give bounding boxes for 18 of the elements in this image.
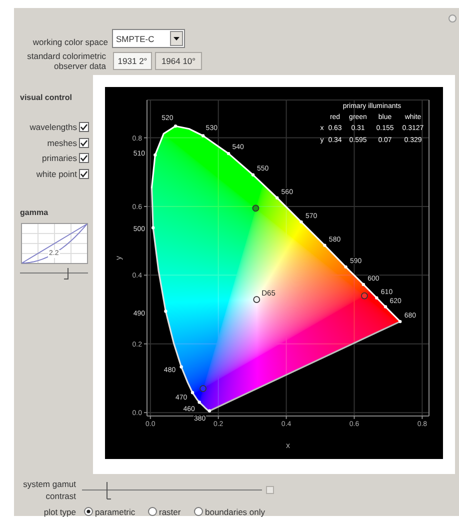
text: 1931 2° — [116, 56, 148, 66]
text: meshes — [47, 138, 77, 148]
x-axis-title: x — [286, 441, 290, 450]
text: working color space — [32, 37, 108, 47]
text: raster — [159, 507, 181, 517]
text: SMPTE-C — [116, 34, 154, 44]
text: gamma — [20, 208, 48, 218]
text: primaries — [42, 153, 77, 163]
text: wavelengths — [30, 122, 77, 132]
text: plot type — [44, 507, 76, 517]
text: parametric — [95, 507, 136, 517]
text: system gamut contrast — [22, 478, 76, 502]
text: white point — [36, 169, 77, 179]
text: standard colorimetric observer data — [26, 51, 106, 71]
text: visual control — [20, 93, 72, 103]
y-axis-title: y — [114, 256, 123, 260]
text: boundaries only — [205, 507, 266, 517]
text: 1964 10° — [160, 56, 197, 66]
